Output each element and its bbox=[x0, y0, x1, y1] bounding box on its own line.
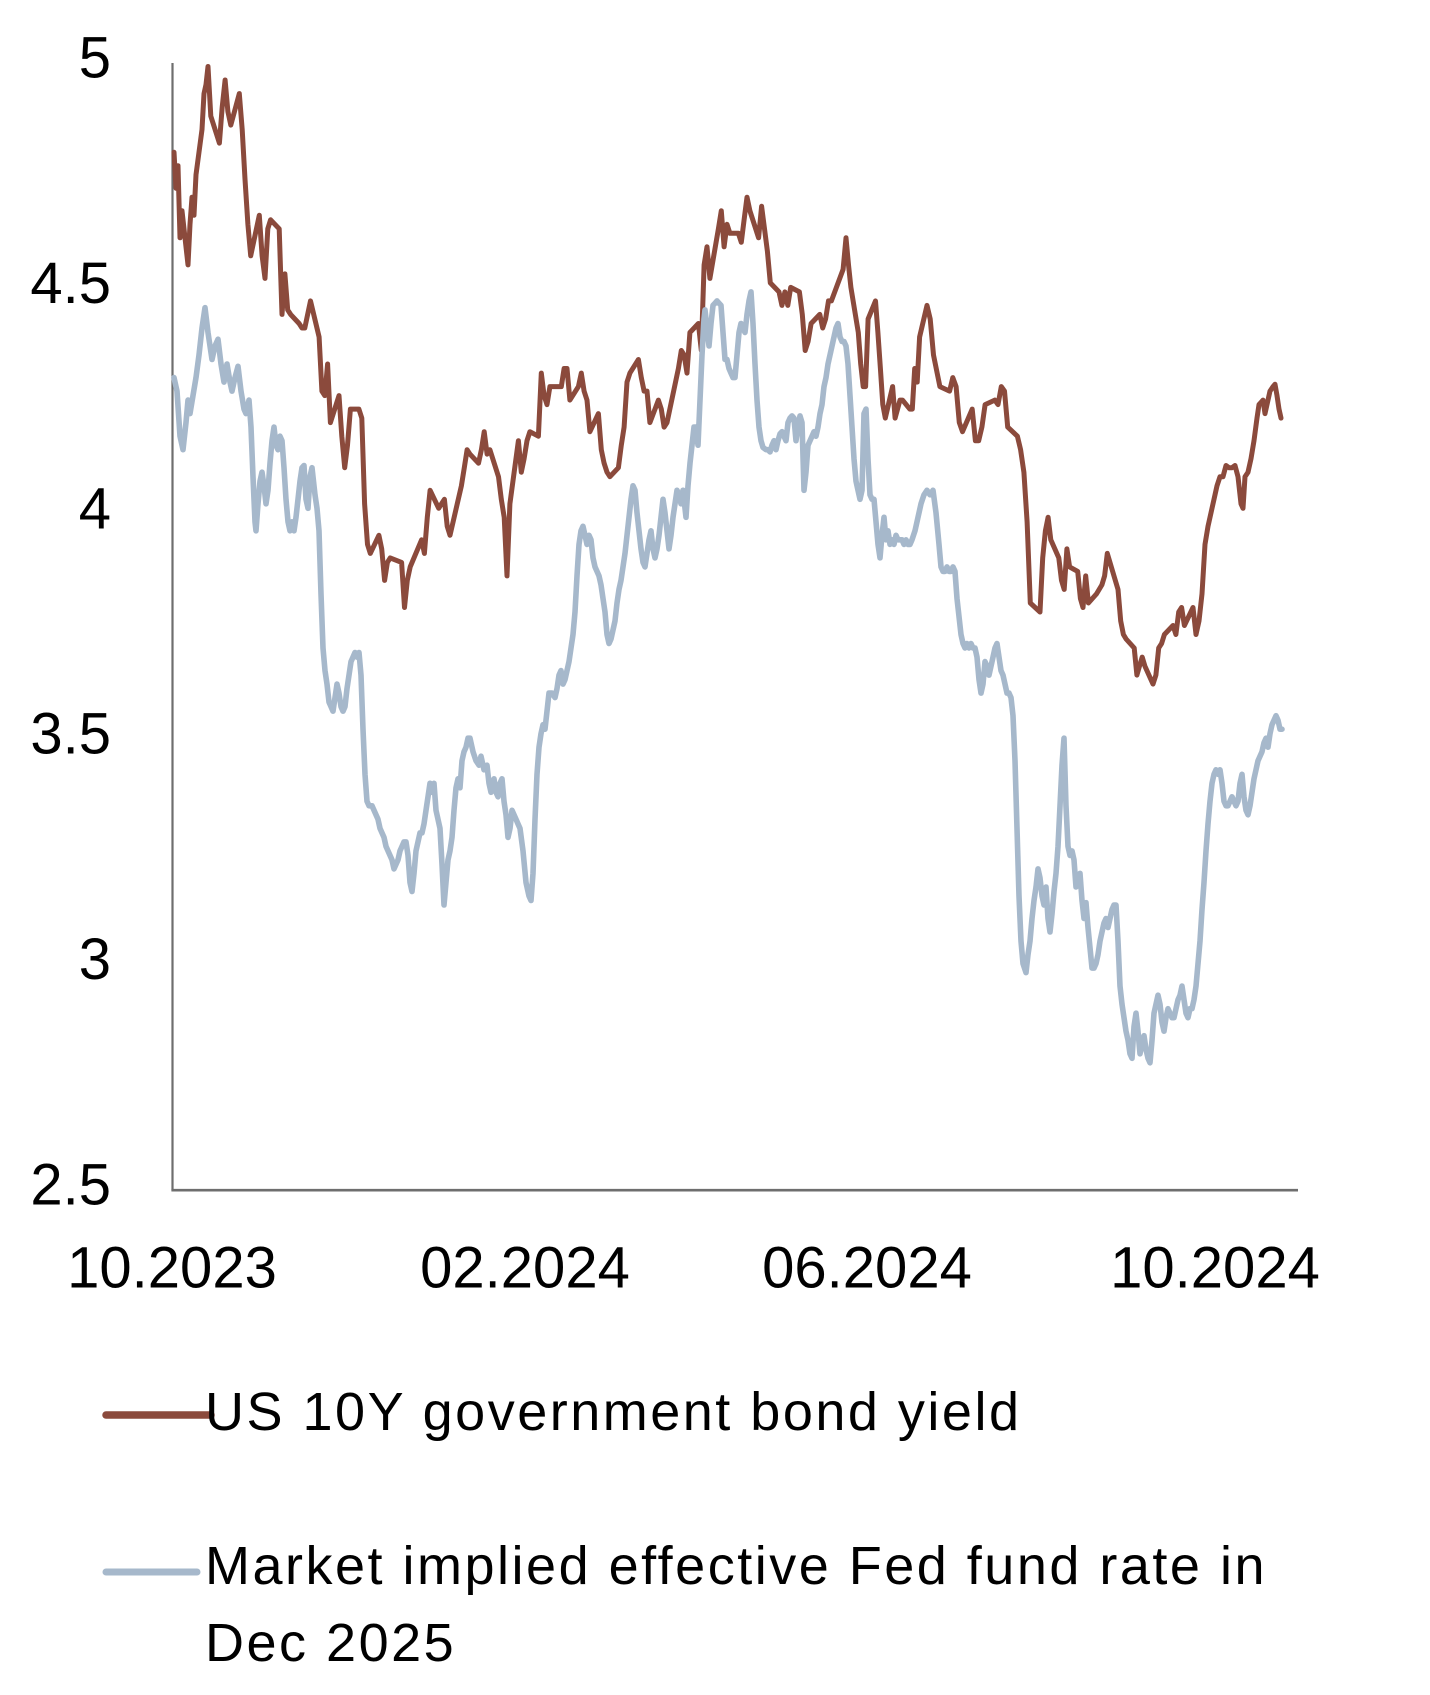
svg-text:4: 4 bbox=[79, 476, 111, 541]
svg-text:3: 3 bbox=[79, 927, 111, 992]
svg-text:10.2024: 10.2024 bbox=[1110, 1236, 1320, 1301]
svg-text:Dec 2025: Dec 2025 bbox=[205, 1613, 456, 1673]
svg-text:US 10Y government bond yield: US 10Y government bond yield bbox=[205, 1382, 1021, 1442]
svg-text:10.2023: 10.2023 bbox=[67, 1236, 277, 1301]
svg-text:Market implied effective Fed f: Market implied effective Fed fund rate i… bbox=[205, 1536, 1267, 1596]
svg-text:4.5: 4.5 bbox=[30, 251, 111, 316]
svg-text:02.2024: 02.2024 bbox=[420, 1236, 630, 1301]
svg-text:06.2024: 06.2024 bbox=[762, 1236, 972, 1301]
svg-text:5: 5 bbox=[79, 26, 111, 91]
svg-text:3.5: 3.5 bbox=[30, 702, 111, 767]
svg-text:2.5: 2.5 bbox=[30, 1153, 111, 1218]
